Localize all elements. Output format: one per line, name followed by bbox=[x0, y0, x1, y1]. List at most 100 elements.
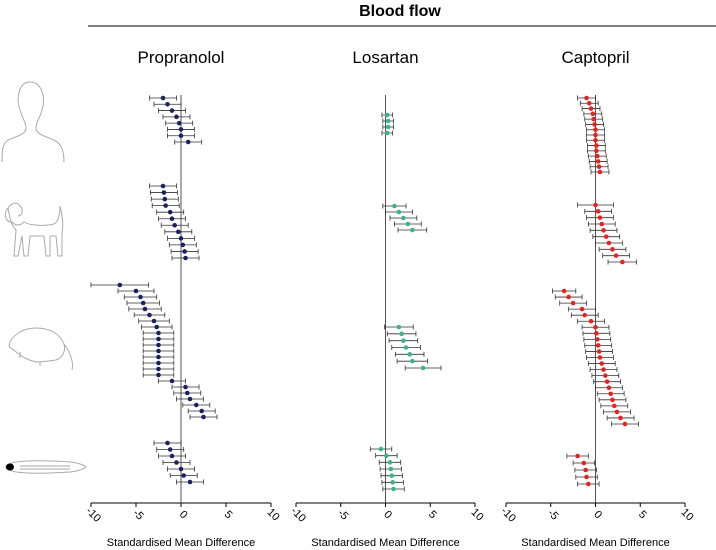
effect-point bbox=[601, 367, 606, 372]
effect-point bbox=[185, 139, 191, 145]
x-tick-label: 5 bbox=[426, 508, 439, 521]
x-tick-label: 10 bbox=[469, 506, 486, 523]
effect-point bbox=[608, 391, 614, 397]
effect-point bbox=[591, 116, 597, 122]
effect-point bbox=[384, 112, 390, 118]
x-tick-label: 0 bbox=[381, 508, 394, 521]
effect-point bbox=[396, 209, 402, 215]
rat-icon bbox=[8, 327, 73, 371]
x-tick-label: -10 bbox=[83, 505, 103, 525]
effect-point bbox=[142, 306, 148, 312]
effect-point bbox=[407, 352, 412, 357]
effect-point bbox=[165, 440, 170, 446]
zebrafish-icon bbox=[5, 460, 87, 474]
effect-point bbox=[601, 228, 606, 233]
figure-title: Blood flow bbox=[359, 3, 441, 20]
x-tick-label: 0 bbox=[177, 508, 190, 521]
effect-point bbox=[581, 460, 587, 466]
effect-point bbox=[156, 342, 161, 348]
effect-point bbox=[390, 480, 395, 485]
x-tick-label: -5 bbox=[335, 507, 350, 522]
effect-point bbox=[596, 164, 602, 170]
effect-point bbox=[392, 203, 397, 209]
x-axis-label: Standardised Mean Difference bbox=[521, 537, 669, 549]
effect-point bbox=[160, 183, 166, 189]
effect-point bbox=[599, 361, 605, 366]
effect-point bbox=[594, 337, 600, 342]
effect-point bbox=[614, 409, 620, 415]
effect-point bbox=[593, 132, 598, 138]
effect-point bbox=[183, 384, 188, 390]
effect-point bbox=[586, 100, 592, 106]
effect-point bbox=[156, 348, 161, 354]
effect-point bbox=[388, 466, 394, 472]
effect-point bbox=[579, 306, 585, 312]
effect-point bbox=[588, 318, 594, 324]
effect-point bbox=[178, 466, 184, 472]
effect-point bbox=[599, 221, 605, 227]
x-tick-label: 10 bbox=[679, 506, 696, 523]
x-axis-label: Standardised Mean Difference bbox=[311, 537, 459, 549]
effect-point bbox=[384, 130, 390, 136]
effect-point bbox=[176, 229, 181, 235]
effect-point bbox=[178, 236, 184, 241]
effect-point bbox=[596, 349, 602, 354]
x-tick-label: 0 bbox=[591, 508, 604, 521]
effect-point bbox=[156, 336, 161, 342]
effect-point bbox=[161, 190, 167, 195]
effect-point bbox=[420, 365, 426, 371]
effect-point bbox=[385, 118, 391, 124]
effect-point bbox=[391, 486, 396, 492]
panel-title: Losartan bbox=[352, 48, 418, 67]
effect-point bbox=[410, 358, 415, 364]
panel-title: Propranolol bbox=[138, 48, 225, 67]
effect-point bbox=[582, 312, 588, 318]
effect-point bbox=[618, 415, 623, 421]
x-tick-label: -5 bbox=[130, 507, 145, 522]
effect-point bbox=[401, 338, 406, 343]
effect-point bbox=[162, 196, 168, 202]
effect-point bbox=[169, 216, 175, 222]
effect-point bbox=[151, 318, 157, 324]
effect-point bbox=[594, 153, 600, 159]
effect-point bbox=[180, 242, 186, 248]
effect-point bbox=[185, 390, 190, 396]
dog-icon bbox=[4, 202, 64, 257]
effect-point bbox=[586, 481, 591, 487]
effect-point bbox=[575, 453, 580, 459]
effect-point bbox=[584, 95, 589, 101]
panel-title: Captopril bbox=[561, 48, 629, 67]
effect-point bbox=[561, 288, 567, 294]
x-tick-label: 10 bbox=[265, 506, 282, 523]
effect-point bbox=[403, 345, 409, 350]
x-tick-label: -10 bbox=[288, 505, 308, 525]
effect-point bbox=[169, 378, 175, 384]
effect-point bbox=[147, 312, 152, 318]
effect-point bbox=[593, 324, 598, 330]
effect-point bbox=[187, 479, 193, 485]
effect-point bbox=[593, 137, 598, 143]
effect-point bbox=[594, 143, 599, 148]
x-tick-label: 5 bbox=[636, 508, 649, 521]
effect-point bbox=[595, 159, 601, 164]
zebrafish-eye bbox=[6, 463, 14, 471]
effect-point bbox=[584, 474, 589, 480]
effect-point bbox=[588, 106, 594, 111]
effect-point bbox=[194, 402, 199, 408]
effect-point bbox=[566, 294, 571, 300]
effect-point bbox=[389, 473, 395, 478]
effect-point bbox=[595, 209, 601, 214]
effect-point bbox=[399, 331, 404, 337]
effect-point bbox=[163, 203, 168, 208]
effect-point bbox=[384, 453, 389, 458]
effect-point bbox=[133, 288, 139, 294]
effect-point bbox=[611, 403, 617, 409]
effect-point bbox=[178, 133, 184, 139]
effect-point bbox=[606, 385, 612, 391]
effect-point bbox=[613, 253, 619, 258]
effect-point bbox=[167, 447, 173, 452]
effect-point bbox=[174, 460, 179, 465]
effect-point bbox=[378, 446, 384, 452]
effect-point bbox=[401, 215, 406, 221]
